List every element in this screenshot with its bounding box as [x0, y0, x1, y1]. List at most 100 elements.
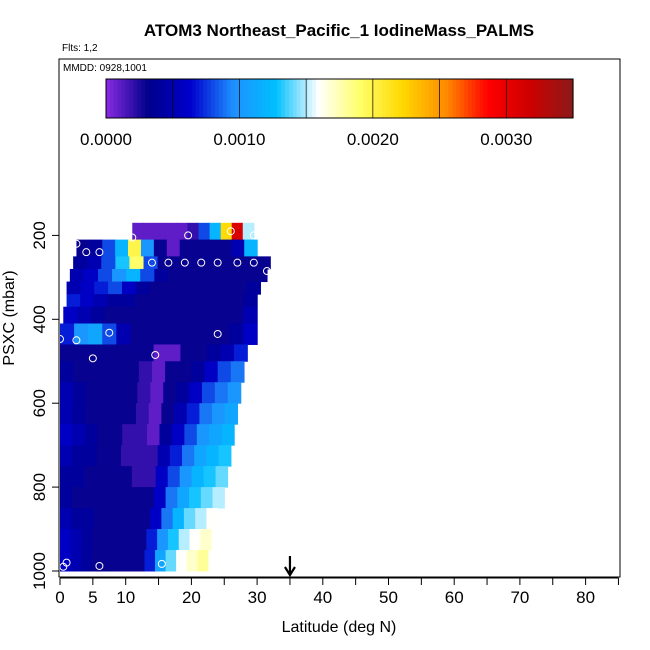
heatmap-cell — [138, 361, 153, 383]
colorbar-swatch — [467, 79, 473, 118]
heatmap-cell — [72, 424, 86, 446]
y-tick-label: 600 — [30, 389, 49, 417]
colorbar-swatch — [269, 79, 274, 118]
colorbar-swatch — [164, 79, 169, 118]
colorbar-swatch — [417, 79, 422, 118]
heatmap-cell — [129, 256, 145, 270]
heatmap-cell — [144, 550, 156, 572]
date-label: MMDD: 0928,1001 — [63, 63, 147, 74]
colorbar-swatch — [296, 79, 302, 118]
sample-point — [213, 329, 222, 338]
colorbar-swatch — [460, 79, 465, 118]
heatmap-cell — [71, 466, 85, 488]
colorbar-swatch — [242, 79, 247, 118]
colorbar-swatch — [125, 79, 130, 118]
sample-point — [128, 233, 137, 242]
heatmap-cell — [189, 529, 201, 551]
heatmap-cell — [77, 306, 92, 324]
heatmap-cell — [196, 268, 212, 283]
heatmap-cell — [106, 487, 120, 509]
sample-point — [105, 328, 114, 337]
heatmap-cell — [133, 445, 147, 467]
heatmap-cell — [216, 294, 231, 308]
heatmap-cell — [132, 222, 144, 241]
heatmap-cell — [84, 445, 98, 467]
colorbar-swatch — [292, 79, 298, 118]
heatmap-cell — [100, 344, 115, 362]
colorbar-swatch — [230, 79, 236, 118]
heatmap-cell — [178, 529, 191, 551]
heatmap-cell — [172, 323, 188, 345]
colorbar-swatch — [265, 79, 271, 118]
heatmap-cell — [60, 529, 72, 551]
heatmap-cell — [172, 508, 185, 530]
y-tick-label: 400 — [30, 305, 49, 333]
heatmap-cell — [124, 529, 137, 551]
colorbar-swatch — [561, 79, 566, 118]
x-tick-label: 30 — [248, 588, 267, 607]
heatmap-cell — [118, 306, 134, 324]
heatmap-cell — [166, 239, 181, 257]
heatmap-cell — [134, 294, 149, 308]
heatmap-cell — [107, 466, 121, 488]
colorbar-swatch — [502, 79, 508, 118]
heatmap-cell — [174, 306, 189, 324]
heatmap-cell — [136, 403, 150, 425]
heatmap-cell — [163, 382, 177, 404]
heatmap-cell — [212, 403, 226, 425]
heatmap-cell — [121, 445, 134, 467]
heatmap-cell — [83, 268, 99, 283]
heatmap-cell — [218, 281, 234, 295]
heatmap-cell — [140, 239, 155, 257]
heatmap-cell — [143, 466, 157, 488]
heatmap-cell — [92, 529, 104, 551]
colorbar-swatch — [487, 79, 492, 118]
heatmap-cell — [148, 403, 162, 425]
heatmap-cell — [174, 403, 188, 425]
colorbar-swatch — [168, 79, 173, 118]
heatmap-cell — [157, 445, 171, 467]
heatmap-cell — [81, 550, 93, 572]
heatmap-cell — [148, 294, 163, 308]
heatmap-cell — [88, 323, 103, 345]
heatmap-cell — [183, 508, 196, 530]
sample-points — [56, 227, 271, 571]
colorbar-swatch — [526, 79, 531, 118]
heatmap-cell — [220, 344, 235, 362]
colorbar-swatch — [456, 79, 461, 118]
colorbar-swatch — [281, 79, 286, 118]
colorbar-swatch — [156, 79, 162, 118]
colorbar-swatch — [537, 79, 543, 118]
heatmap-cell — [149, 281, 165, 295]
heatmap-cell — [230, 361, 245, 383]
heatmap-cell — [146, 306, 161, 324]
heatmap-cell — [121, 294, 136, 308]
heatmap-cell — [72, 382, 87, 404]
heatmap-cell — [180, 344, 195, 362]
colorbar-swatch — [316, 79, 321, 118]
heatmap-cell — [85, 403, 99, 425]
heatmap-cell — [133, 550, 146, 572]
colorbar-swatch — [510, 79, 516, 118]
heatmap-cell — [155, 466, 169, 488]
heatmap-cell — [116, 508, 129, 530]
heatmap-cell — [111, 382, 126, 404]
colorbar-tick-label: 0.0000 — [80, 130, 132, 149]
heatmap-cell — [214, 382, 229, 404]
heatmap-cell — [206, 445, 220, 467]
colorbar-swatch — [320, 79, 325, 118]
colorbar-swatch — [506, 79, 512, 118]
colorbar-swatch — [222, 79, 228, 118]
colorbar-swatch — [288, 79, 294, 118]
colorbar-swatch — [413, 79, 418, 118]
colorbar-swatch — [273, 79, 278, 118]
heatmap-cell — [60, 382, 74, 404]
y-tick-label: 200 — [30, 221, 49, 249]
heatmap-cell — [60, 361, 74, 383]
colorbar-swatch — [549, 79, 555, 118]
heatmap-cell — [116, 323, 131, 345]
heatmap-cell — [118, 487, 131, 509]
x-tick-label: 40 — [313, 588, 332, 607]
heatmap-cell — [140, 344, 155, 362]
heatmap-cell — [206, 508, 219, 530]
